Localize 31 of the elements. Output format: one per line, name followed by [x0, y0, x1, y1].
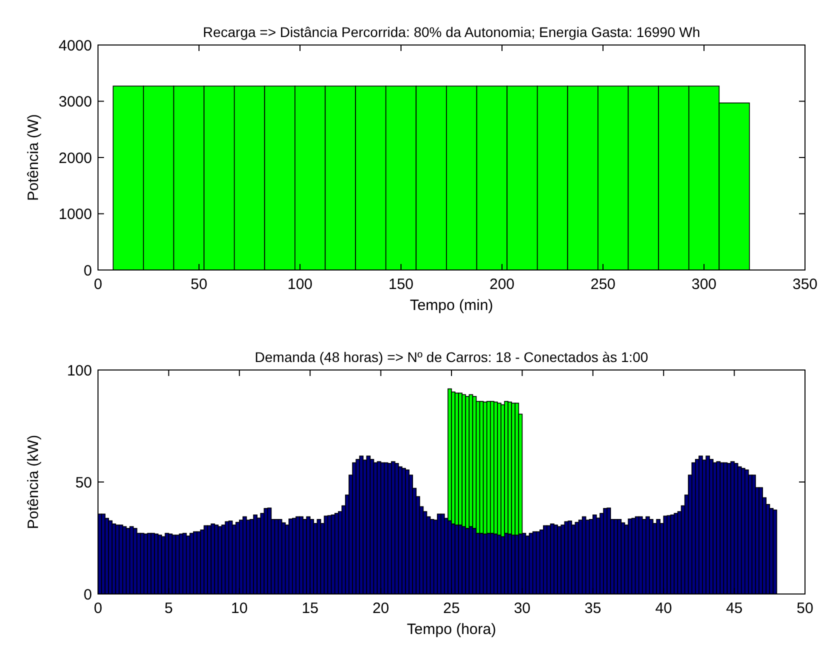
y-tick-label: 2000	[58, 150, 92, 167]
x-tick-label: 50	[190, 276, 208, 293]
y-tick-label: 3000	[58, 94, 92, 110]
x-axis-title: Tempo (hora)	[406, 621, 496, 638]
chart-title: Demanda (48 horas) => Nº de Carros: 18 - Conectados às 1:00	[254, 349, 648, 365]
x-axis-title: Tempo (min)	[410, 297, 494, 314]
y-tick-label: 50	[75, 474, 92, 492]
x-tick-label: 20	[372, 600, 390, 617]
y-tick-label: 1000	[58, 206, 92, 223]
y-tick-label: 4000	[58, 37, 92, 54]
x-tick-label: 300	[691, 276, 717, 293]
y-tick-label: 100	[66, 362, 92, 380]
x-tick-label: 250	[590, 276, 616, 293]
x-tick-label: 45	[726, 600, 743, 617]
y-tick-label: 0	[84, 586, 92, 604]
chart-title: Recarga => Distância Percorrida: 80% da Autonomia; Energia Gasta: 16990 Wh	[202, 24, 700, 40]
x-tick-label: 30	[514, 600, 531, 617]
y-tick-label: 0	[84, 262, 92, 280]
x-tick-label: 100	[287, 276, 313, 293]
x-tick-label: 50	[796, 600, 814, 617]
x-tick-label: 10	[231, 600, 248, 617]
x-tick-label: 15	[302, 600, 318, 617]
x-tick-label: 350	[792, 276, 818, 293]
x-tick-label: 5	[164, 600, 173, 617]
x-tick-label: 40	[655, 600, 672, 617]
x-tick-label: 200	[489, 276, 515, 293]
y-axis-title: Potência (kW)	[25, 434, 42, 530]
x-tick-label: 35	[584, 600, 602, 617]
x-tick-label: 150	[388, 276, 414, 293]
y-axis-title: Potência (W)	[25, 114, 42, 201]
x-tick-label: 25	[443, 600, 460, 617]
